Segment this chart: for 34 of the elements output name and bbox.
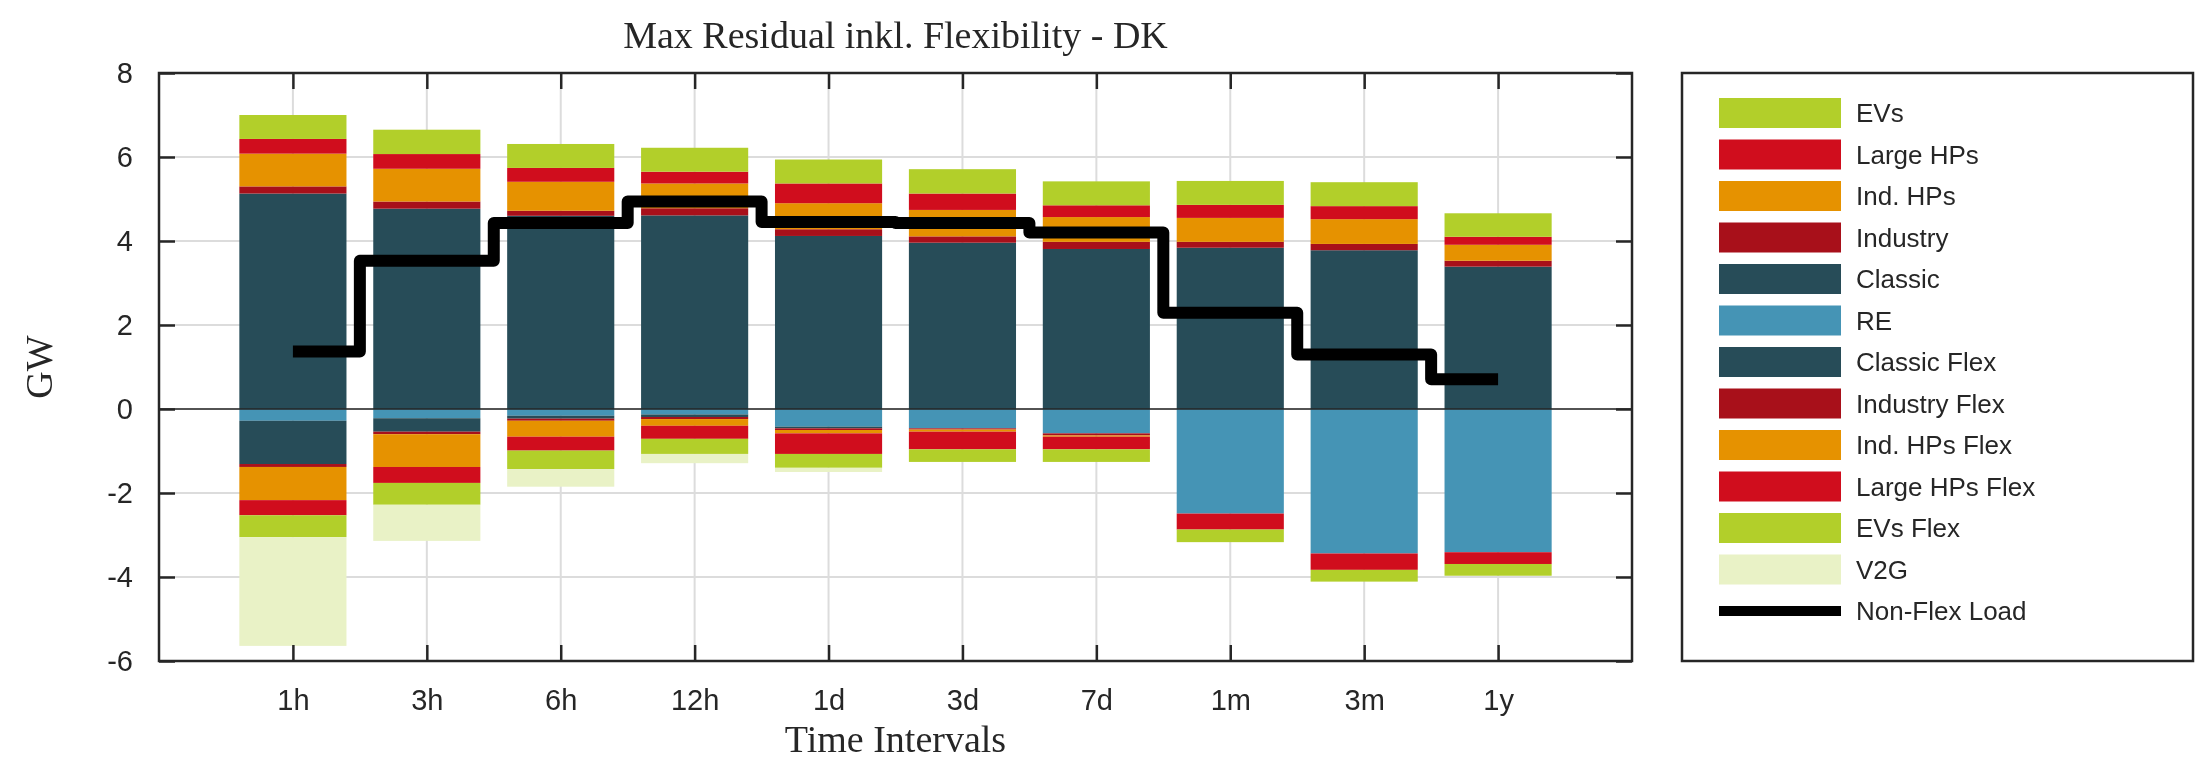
legend-label: EVs Flex [1856, 513, 1961, 543]
y-tick-label: -4 [107, 560, 133, 593]
y-tick-label: -2 [107, 476, 133, 509]
y-tick-label: 0 [116, 392, 133, 425]
x-tick-label: 1h [277, 683, 310, 716]
x-tick-label: 1y [1483, 683, 1515, 716]
y-tick-label: 2 [116, 308, 133, 341]
x-tick-label: 3h [411, 683, 444, 716]
x-tick-label: 1d [812, 683, 846, 716]
y-axis-title: GW [18, 335, 60, 399]
y-tick-label: -6 [107, 644, 133, 677]
legend-label: Classic Flex [1856, 347, 1997, 377]
legend-label: Ind. HPs Flex [1856, 430, 2013, 460]
legend-label: RE [1856, 305, 1893, 336]
legend-label: EVs [1856, 98, 1904, 128]
x-axis-title: Time Intervals [784, 718, 1007, 760]
legend-label: Large HPs Flex [1856, 471, 2036, 502]
y-tick-label: 4 [116, 224, 133, 257]
chart-title: Max Residual inkl. Flexibility - DK [623, 14, 1169, 56]
legend-label: Industry [1856, 222, 1949, 253]
legend-label: Non-Flex Load [1856, 596, 2027, 626]
x-tick-label: 3d [946, 683, 980, 716]
legend-label: Classic [1856, 264, 1940, 294]
x-tick-label: 12h [670, 683, 720, 716]
legend-label: Ind. HPs [1856, 181, 1956, 211]
y-tick-label: 6 [116, 140, 133, 173]
x-tick-label: 3m [1344, 683, 1385, 716]
y-tick-label: 8 [116, 56, 133, 89]
legend-label: Large HPs [1856, 139, 1979, 170]
x-tick-label: 7d [1080, 683, 1113, 716]
x-tick-label: 6h [545, 683, 578, 716]
legend-label: Industry Flex [1856, 388, 2005, 419]
legend-label: V2G [1856, 554, 1909, 585]
x-tick-label: 1m [1210, 683, 1251, 716]
